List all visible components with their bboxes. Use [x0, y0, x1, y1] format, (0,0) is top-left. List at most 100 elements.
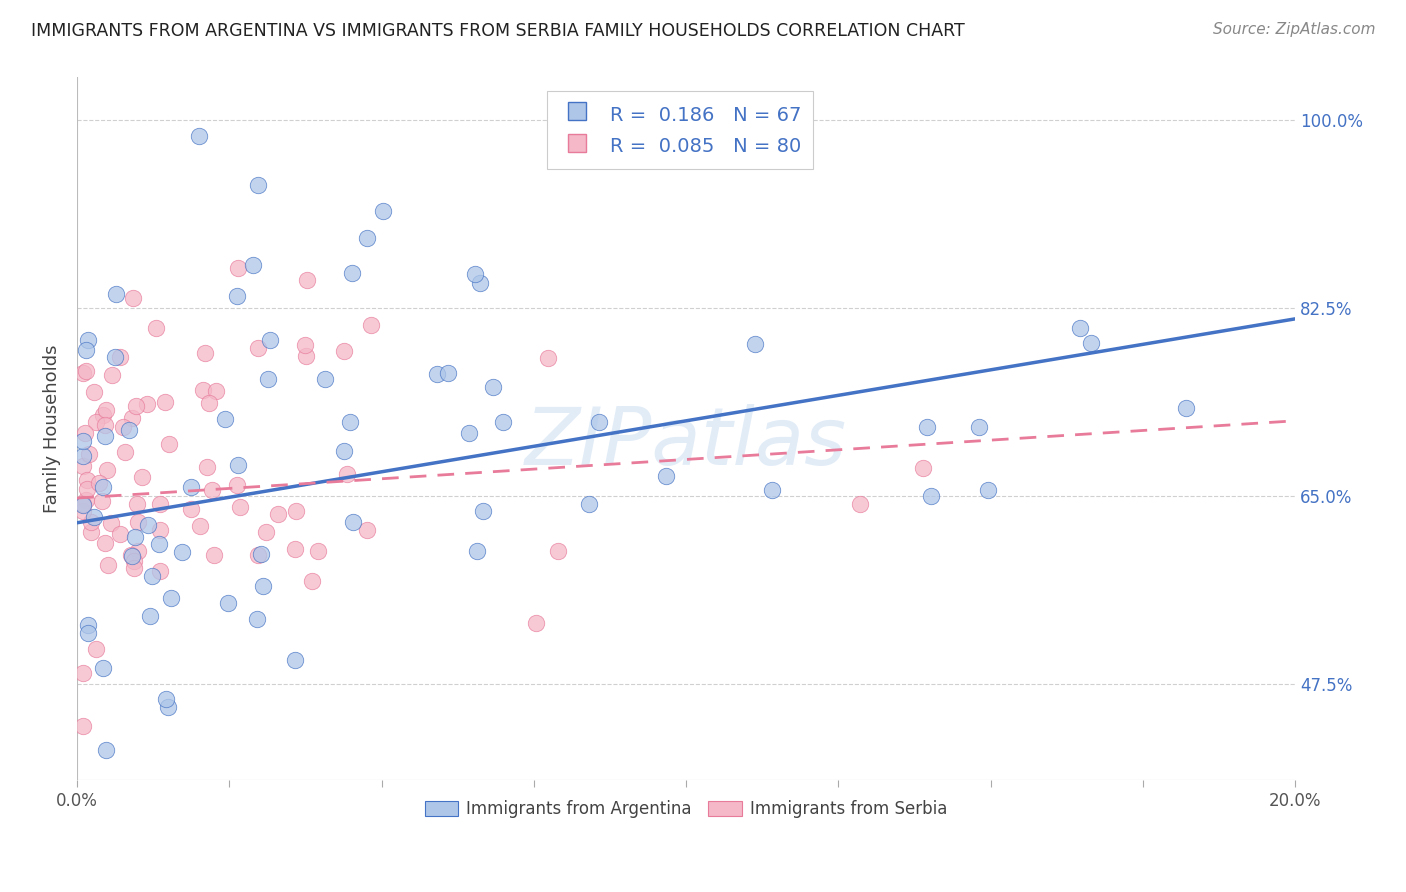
Point [77, 334, 100, 348]
Point [127, 544, 149, 558]
Point [139, 608, 162, 623]
Point [94, 417, 117, 432]
Point [122, 291, 145, 305]
Point [96, 463, 118, 477]
Point [284, 653, 307, 667]
Point [155, 395, 177, 409]
Point [124, 399, 146, 413]
Point [91, 480, 114, 494]
Point [108, 527, 131, 541]
Point [191, 383, 214, 397]
Point [242, 258, 264, 272]
Point [849, 497, 872, 511]
Point [72, 719, 94, 733]
Point [976, 483, 998, 498]
Point [120, 548, 142, 562]
Point [252, 579, 274, 593]
Point [333, 444, 356, 458]
Point [75, 426, 97, 441]
Point [472, 504, 495, 518]
Point [458, 426, 481, 441]
Point [136, 518, 159, 533]
Point [104, 286, 127, 301]
Point [121, 549, 143, 563]
Point [180, 502, 202, 516]
Point [72, 449, 94, 463]
Point [761, 483, 783, 498]
Point [96, 742, 118, 756]
Point [97, 558, 120, 573]
Point [72, 665, 94, 680]
Point [437, 367, 460, 381]
Point [94, 535, 117, 549]
Point [125, 497, 148, 511]
Point [149, 497, 172, 511]
Point [75, 364, 97, 378]
Point [72, 504, 94, 518]
Point [202, 548, 225, 562]
Point [72, 366, 94, 380]
Point [307, 544, 329, 558]
Point [1174, 401, 1197, 416]
Point [247, 548, 270, 562]
Point [342, 267, 364, 281]
Point [141, 569, 163, 583]
Point [75, 493, 97, 508]
Point [259, 333, 281, 347]
Point [356, 523, 378, 537]
Point [172, 545, 194, 559]
Point [915, 419, 938, 434]
Point [547, 543, 569, 558]
Text: IMMIGRANTS FROM ARGENTINA VS IMMIGRANTS FROM SERBIA FAMILY HOUSEHOLDS CORRELATIO: IMMIGRANTS FROM ARGENTINA VS IMMIGRANTS … [31, 22, 965, 40]
Point [468, 276, 491, 290]
Point [101, 368, 124, 382]
Point [180, 480, 202, 494]
Point [76, 482, 98, 496]
Point [131, 470, 153, 484]
Point [267, 507, 290, 521]
Point [295, 272, 318, 286]
Point [124, 530, 146, 544]
Point [201, 483, 224, 498]
Point [256, 524, 278, 539]
Point [157, 437, 180, 451]
Point [76, 618, 98, 632]
Point [157, 699, 180, 714]
Point [75, 343, 97, 357]
Point [195, 459, 218, 474]
Point [83, 385, 105, 400]
Point [91, 409, 114, 423]
Point [72, 497, 94, 511]
Point [301, 574, 323, 589]
Point [491, 415, 513, 429]
Point [333, 343, 356, 358]
Point [159, 591, 181, 605]
Point [87, 476, 110, 491]
Point [79, 524, 101, 539]
Point [118, 424, 141, 438]
Point [83, 509, 105, 524]
Point [336, 467, 359, 482]
Point [77, 626, 100, 640]
Point [79, 447, 101, 461]
Point [204, 384, 226, 399]
Point [122, 554, 145, 568]
Point [744, 337, 766, 351]
Point [94, 403, 117, 417]
Y-axis label: Family Households: Family Households [44, 344, 60, 513]
Point [360, 318, 382, 333]
Point [464, 267, 486, 281]
Point [114, 444, 136, 458]
Point [1069, 321, 1091, 335]
Point [284, 542, 307, 557]
Point [108, 350, 131, 364]
Point [135, 397, 157, 411]
Point [314, 371, 336, 385]
Point [217, 596, 239, 610]
Point [214, 412, 236, 426]
Point [911, 460, 934, 475]
Point [188, 129, 211, 144]
Point [339, 416, 361, 430]
Point [127, 515, 149, 529]
Point [536, 351, 558, 366]
